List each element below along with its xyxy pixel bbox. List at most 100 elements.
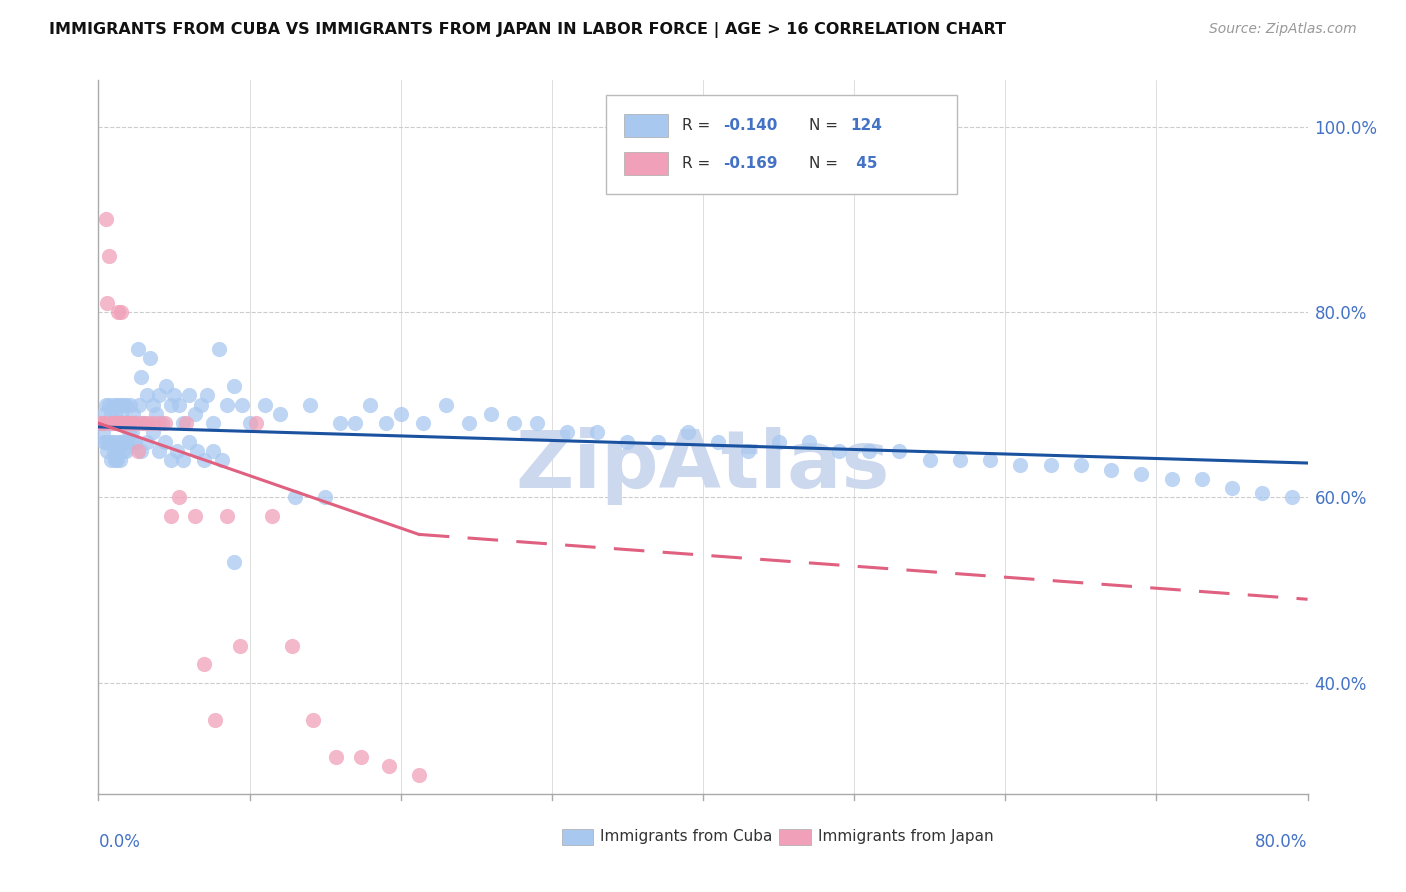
Point (127, 444, 149, 458)
Point (262, 508, 284, 523)
Point (647, 434, 669, 449)
Point (253, 398, 276, 412)
Point (107, 416, 129, 430)
Point (204, 713, 226, 727)
Point (104, 416, 127, 430)
Point (229, 639, 252, 653)
Point (114, 398, 136, 412)
Point (350, 749, 373, 764)
Point (90, 416, 112, 430)
Point (737, 444, 759, 458)
Point (239, 416, 262, 430)
Point (96, 444, 118, 458)
Point (302, 713, 325, 727)
Point (281, 639, 304, 653)
Text: 124: 124 (851, 118, 883, 133)
Point (148, 416, 170, 430)
FancyBboxPatch shape (561, 829, 593, 845)
Point (586, 425, 609, 440)
Point (98, 398, 121, 412)
Point (111, 444, 134, 458)
Point (1070, 458, 1092, 472)
Text: -0.140: -0.140 (724, 118, 778, 133)
Point (142, 398, 165, 412)
Point (90, 416, 112, 430)
Text: -0.169: -0.169 (724, 156, 778, 171)
Point (115, 416, 138, 430)
Point (111, 398, 134, 412)
Point (211, 453, 233, 467)
Point (325, 749, 347, 764)
Point (110, 305, 132, 319)
Point (104, 407, 127, 421)
Point (360, 398, 382, 412)
Point (112, 416, 135, 430)
Point (148, 388, 170, 402)
Point (166, 444, 188, 458)
Text: R =: R = (682, 156, 716, 171)
Point (949, 453, 972, 467)
Point (118, 425, 141, 440)
Point (136, 416, 159, 430)
Point (160, 398, 183, 412)
Point (1220, 481, 1243, 495)
Point (616, 434, 638, 449)
Point (124, 434, 146, 449)
Point (91, 416, 114, 430)
Point (110, 407, 132, 421)
Point (1039, 458, 1062, 472)
Point (100, 453, 122, 467)
Point (108, 453, 131, 467)
Text: ZipAtlas: ZipAtlas (516, 426, 890, 505)
FancyBboxPatch shape (779, 829, 811, 845)
Point (94, 434, 117, 449)
FancyBboxPatch shape (624, 153, 668, 175)
Point (155, 379, 177, 393)
Point (179, 434, 201, 449)
Point (142, 425, 165, 440)
Point (108, 398, 131, 412)
Point (1130, 467, 1153, 482)
Point (676, 425, 699, 440)
Point (101, 416, 124, 430)
Point (215, 508, 238, 523)
Point (186, 444, 208, 458)
Point (889, 444, 911, 458)
Point (412, 416, 434, 430)
Point (284, 491, 307, 505)
Point (184, 407, 207, 421)
Point (139, 351, 162, 366)
Point (105, 416, 128, 430)
Point (107, 434, 129, 449)
Point (98, 434, 121, 449)
Point (979, 453, 1001, 467)
Point (768, 434, 790, 449)
Point (828, 444, 851, 458)
Point (93, 416, 115, 430)
Point (122, 407, 145, 421)
Point (103, 416, 125, 430)
Point (98, 249, 121, 263)
Point (100, 416, 122, 430)
Point (503, 416, 526, 430)
Point (389, 407, 412, 421)
Point (202, 416, 225, 430)
Point (153, 434, 176, 449)
Point (103, 434, 125, 449)
Point (215, 398, 238, 412)
Point (179, 388, 201, 402)
Point (96, 416, 118, 430)
Point (120, 398, 142, 412)
Point (481, 407, 503, 421)
Point (163, 388, 186, 402)
Point (329, 416, 352, 430)
Point (91, 425, 114, 440)
Point (94, 398, 117, 412)
Point (128, 398, 150, 412)
Point (129, 369, 152, 384)
Text: Immigrants from Cuba: Immigrants from Cuba (600, 830, 772, 844)
Point (160, 508, 183, 523)
Point (555, 425, 578, 440)
Point (108, 416, 131, 430)
Point (121, 416, 143, 430)
